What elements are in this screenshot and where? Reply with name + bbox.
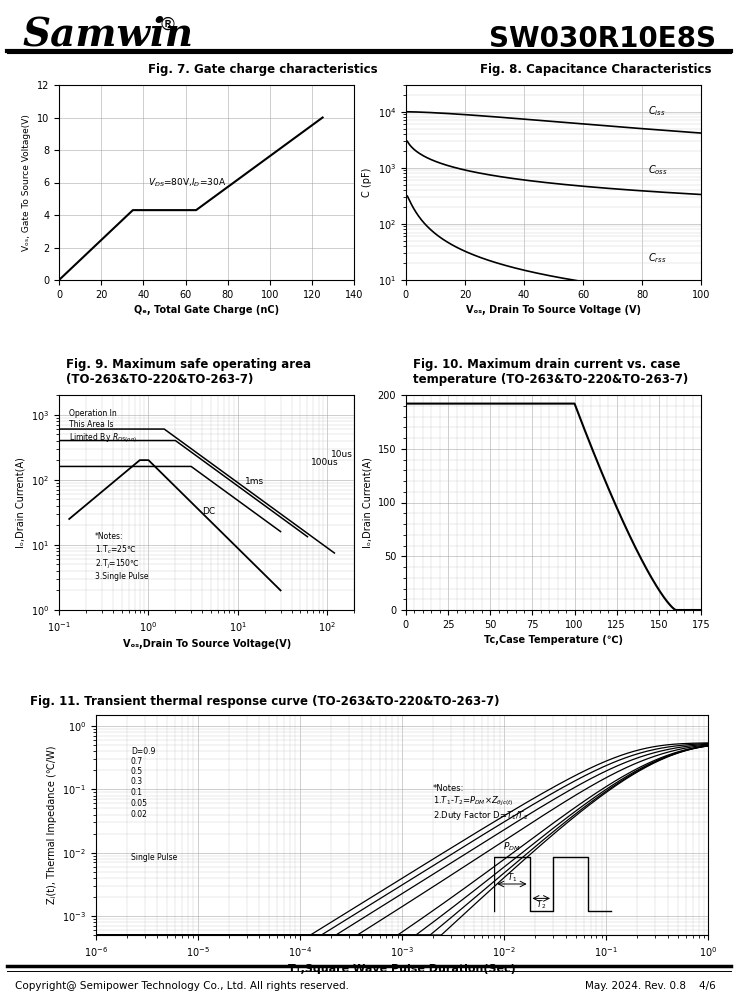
X-axis label: Tc,Case Temperature (℃): Tc,Case Temperature (℃) bbox=[484, 635, 623, 645]
Text: 0.5: 0.5 bbox=[131, 767, 143, 776]
X-axis label: Qₑ, Total Gate Charge (nC): Qₑ, Total Gate Charge (nC) bbox=[134, 305, 279, 315]
Text: $V_{DS}$=80V,$I_D$=30A: $V_{DS}$=80V,$I_D$=30A bbox=[148, 177, 226, 189]
Y-axis label: Iₒ,Drain Current(A): Iₒ,Drain Current(A) bbox=[362, 457, 372, 548]
Text: Fig. 7. Gate charge characteristics: Fig. 7. Gate charge characteristics bbox=[148, 63, 377, 76]
X-axis label: Vₒₛ, Drain To Source Voltage (V): Vₒₛ, Drain To Source Voltage (V) bbox=[466, 305, 641, 315]
Text: D=0.9: D=0.9 bbox=[131, 747, 155, 756]
Y-axis label: Zⱼ(t), Thermal Impedance (℃/W): Zⱼ(t), Thermal Impedance (℃/W) bbox=[46, 746, 57, 904]
Text: 0.3: 0.3 bbox=[131, 777, 143, 786]
Y-axis label: Vₒₛ, Gate To Source Voltage(V): Vₒₛ, Gate To Source Voltage(V) bbox=[22, 114, 32, 251]
Text: 0.02: 0.02 bbox=[131, 810, 148, 819]
Text: $C_{oss}$: $C_{oss}$ bbox=[648, 163, 668, 177]
Text: Samwin: Samwin bbox=[22, 15, 193, 53]
Text: Fig. 11. Transient thermal response curve (TO-263&TO-220&TO-263-7): Fig. 11. Transient thermal response curv… bbox=[30, 695, 499, 708]
Text: Operation In
This Area Is
Limited By $R_{DS(on)}$: Operation In This Area Is Limited By $R_… bbox=[69, 409, 137, 445]
Text: Single Pulse: Single Pulse bbox=[131, 853, 177, 862]
X-axis label: T₁,Square Wave Pulse Duration(Sec): T₁,Square Wave Pulse Duration(Sec) bbox=[289, 964, 516, 974]
Text: 0.05: 0.05 bbox=[131, 799, 148, 808]
Y-axis label: Iₒ,Drain Current(A): Iₒ,Drain Current(A) bbox=[15, 457, 25, 548]
Text: Fig. 9. Maximum safe operating area
(TO-263&TO-220&TO-263-7): Fig. 9. Maximum safe operating area (TO-… bbox=[66, 358, 311, 386]
Text: 0.7: 0.7 bbox=[131, 757, 143, 766]
Text: $T_2$: $T_2$ bbox=[536, 898, 546, 911]
Text: *Notes:
1.T$_c$=25℃
2.T$_j$=150℃
3.Single Pulse: *Notes: 1.T$_c$=25℃ 2.T$_j$=150℃ 3.Singl… bbox=[94, 532, 148, 581]
Text: $T_1$: $T_1$ bbox=[507, 871, 517, 884]
Text: $C_{iss}$: $C_{iss}$ bbox=[648, 104, 666, 118]
Text: $P_{DM}$: $P_{DM}$ bbox=[503, 841, 521, 853]
Text: SW030R10E8S: SW030R10E8S bbox=[489, 25, 716, 53]
Text: 10us: 10us bbox=[331, 450, 353, 459]
Text: Fig. 10. Maximum drain current vs. case
temperature (TO-263&TO-220&TO-263-7): Fig. 10. Maximum drain current vs. case … bbox=[413, 358, 689, 386]
Text: 1ms: 1ms bbox=[245, 477, 264, 486]
Text: $C_{rss}$: $C_{rss}$ bbox=[648, 251, 666, 265]
Text: 100us: 100us bbox=[311, 458, 338, 467]
X-axis label: Vₒₛ,Drain To Source Voltage(V): Vₒₛ,Drain To Source Voltage(V) bbox=[123, 639, 291, 649]
Text: Fig. 8. Capacitance Characteristics: Fig. 8. Capacitance Characteristics bbox=[480, 63, 711, 76]
Text: 0.1: 0.1 bbox=[131, 788, 143, 797]
Y-axis label: C (pF): C (pF) bbox=[362, 168, 372, 197]
Text: DC: DC bbox=[202, 507, 215, 516]
Text: May. 2024. Rev. 0.8    4/6: May. 2024. Rev. 0.8 4/6 bbox=[585, 981, 716, 991]
Text: Copyright@ Semipower Technology Co., Ltd. All rights reserved.: Copyright@ Semipower Technology Co., Ltd… bbox=[15, 981, 349, 991]
Text: *Notes:
1.$T_1$-$T_2$=$P_{DM}$×$Z_{θjc(t)}$
2.Duty Factor D=$T_1$/$T_2$: *Notes: 1.$T_1$-$T_2$=$P_{DM}$×$Z_{θjc(t… bbox=[433, 784, 528, 822]
Text: ®: ® bbox=[159, 15, 176, 33]
